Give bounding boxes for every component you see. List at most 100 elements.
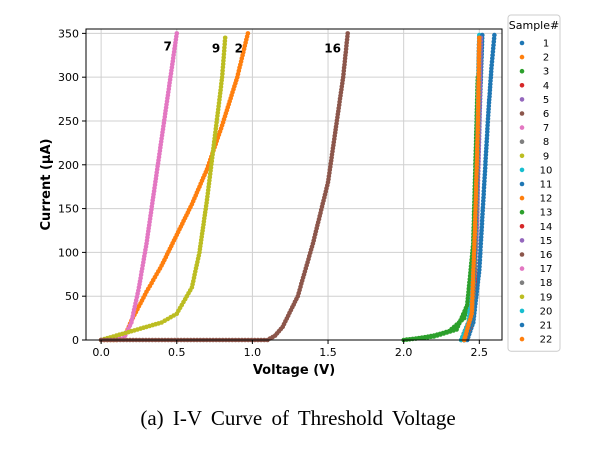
data-point-s1-62 — [484, 139, 490, 145]
data-point-s22-62 — [475, 143, 480, 148]
y-axis-label: Current (μA) — [39, 139, 54, 231]
data-point-s22-76 — [476, 98, 481, 104]
data-point-s1-89 — [490, 52, 495, 58]
data-point-s22-38 — [472, 219, 478, 225]
data-point-s1-86 — [489, 62, 495, 68]
data-point-s22-49 — [473, 184, 479, 190]
data-point-s22-93 — [476, 45, 482, 50]
data-point-s22-66 — [475, 130, 481, 136]
data-point-s9-107 — [221, 51, 227, 57]
data-point-s22-47 — [473, 191, 479, 196]
data-point-s22-40 — [473, 213, 478, 219]
data-point-s9-109 — [222, 45, 227, 50]
data-point-s1-53 — [482, 169, 488, 174]
data-point-s22-78 — [476, 92, 481, 98]
legend-marker-11 — [519, 181, 525, 187]
data-point-s9-102 — [220, 68, 225, 73]
legend-marker-20 — [519, 308, 525, 314]
data-point-s22-80 — [476, 86, 481, 91]
data-point-s1-58 — [483, 152, 489, 158]
legend-label-11: 11 — [540, 180, 553, 191]
data-point-s1-39 — [480, 215, 485, 220]
legend-label-7: 7 — [543, 123, 549, 134]
y-tick-label-2: 100 — [58, 246, 79, 259]
data-point-s22-96 — [477, 35, 482, 41]
legend-marker-10 — [519, 167, 525, 173]
y-tick-label-1: 50 — [65, 290, 79, 303]
curve-annotation-2: 2 — [235, 41, 243, 55]
data-point-s1-27 — [477, 254, 483, 260]
data-point-s22-15 — [470, 292, 475, 298]
data-point-s22-37 — [472, 223, 478, 228]
data-point-s22-65 — [475, 133, 480, 139]
figure-caption: (a) I-V Curve of Threshold Voltage — [140, 406, 456, 430]
data-point-s1-94 — [491, 36, 497, 41]
data-point-s1-85 — [489, 66, 494, 71]
data-point-s22-41 — [473, 210, 478, 215]
data-point-s9-112 — [222, 35, 228, 41]
data-point-s22-89 — [476, 57, 482, 63]
y-axis-ticks: 0 50 100 150 200 250 300 350 — [58, 27, 86, 347]
data-point-s22-59 — [474, 152, 480, 158]
iv-curve-chart: 0.0 0.5 1.0 1.5 2.0 2.5 050100150200250300350… — [39, 14, 561, 378]
data-point-s22-82 — [476, 79, 481, 85]
data-point-s9-106 — [221, 55, 226, 60]
x-tick-label-4: 2.0 — [395, 346, 413, 359]
legend-label-22: 22 — [540, 335, 553, 346]
data-point-s1-47 — [481, 188, 487, 194]
data-point-s22-68 — [475, 124, 481, 129]
data-point-s22-17 — [470, 286, 476, 291]
legend-marker-1 — [519, 40, 525, 46]
legend-label-1: 1 — [543, 39, 549, 50]
x-tick-label-1: 0.5 — [168, 346, 186, 359]
legend-label-16: 16 — [540, 250, 553, 261]
data-point-s1-40 — [480, 211, 485, 217]
data-point-s1-43 — [480, 201, 486, 207]
data-point-s1-57 — [483, 155, 489, 161]
data-point-s22-86 — [476, 67, 482, 72]
data-point-s22-72 — [475, 111, 481, 117]
data-point-s1-30 — [478, 244, 483, 250]
data-point-s7-105 — [174, 31, 180, 36]
data-point-s9-97 — [218, 84, 224, 90]
data-point-s1-90 — [490, 49, 496, 55]
data-point-s9-100 — [219, 74, 225, 80]
y-tick-label-5: 250 — [58, 115, 79, 128]
legend-marker-3 — [519, 68, 525, 74]
data-point-s1-67 — [485, 123, 490, 128]
data-point-s22-12 — [469, 302, 475, 307]
data-point-s1-91 — [490, 46, 496, 51]
data-point-s22-79 — [476, 89, 481, 94]
data-point-s22-61 — [474, 146, 480, 152]
legend-label-12: 12 — [540, 194, 553, 205]
data-point-s22-51 — [474, 178, 479, 183]
data-point-s22-19 — [470, 279, 476, 285]
data-point-s1-68 — [485, 119, 491, 125]
data-point-s22-10 — [469, 308, 475, 313]
data-point-s22-43 — [473, 203, 478, 209]
data-point-s22-90 — [476, 54, 482, 60]
data-point-s22-21 — [470, 273, 476, 279]
data-point-s1-64 — [484, 132, 490, 138]
x-tick-label-5: 2.5 — [471, 346, 489, 359]
x-tick-label-0: 0.0 — [92, 346, 110, 359]
legend-label-5: 5 — [543, 95, 549, 106]
data-point-s22-75 — [475, 102, 481, 107]
data-point-s22-55 — [474, 165, 480, 171]
data-point-s1-31 — [478, 241, 484, 246]
curve-annotation-7: 7 — [164, 40, 172, 54]
data-point-s9-110 — [222, 42, 227, 47]
legend-marker-18 — [519, 280, 525, 286]
data-point-s22-71 — [475, 114, 481, 120]
data-point-s13-25 — [464, 302, 470, 308]
data-point-s1-41 — [480, 208, 486, 214]
data-point-s22-34 — [472, 232, 478, 238]
data-point-s1-66 — [485, 126, 490, 131]
data-point-s22-85 — [476, 70, 482, 75]
data-point-s1-70 — [485, 113, 491, 118]
data-point-s22-25 — [471, 261, 477, 266]
data-point-s22-94 — [476, 41, 482, 47]
data-series — [98, 31, 497, 343]
legend-label-14: 14 — [540, 222, 553, 233]
legend-marker-7 — [519, 125, 525, 130]
